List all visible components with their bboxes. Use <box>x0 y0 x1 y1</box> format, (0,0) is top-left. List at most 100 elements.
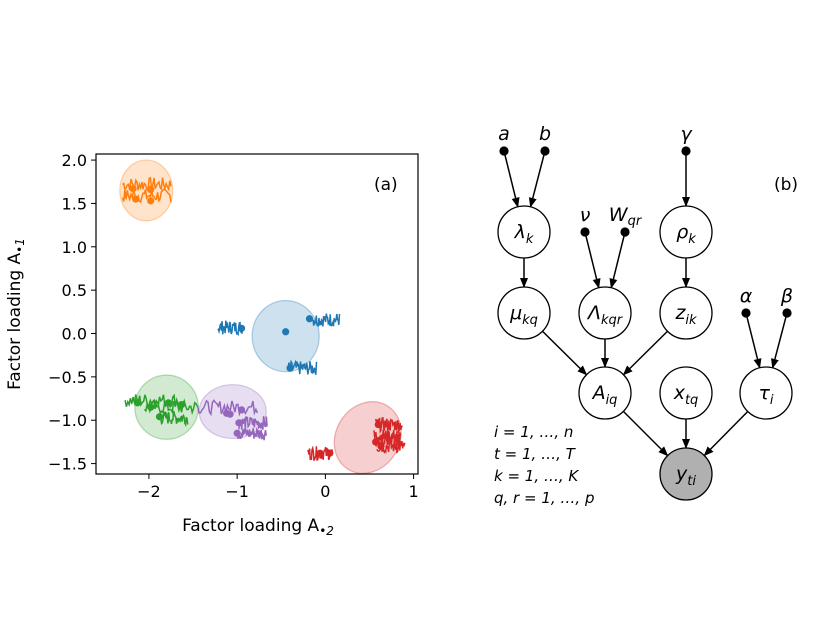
node-mu: μkq <box>497 286 551 340</box>
trajectory-line <box>237 426 268 441</box>
node-circle <box>659 286 713 340</box>
node-circle <box>497 286 551 340</box>
data-point <box>147 197 155 205</box>
edge-a-lambda <box>504 154 520 208</box>
node-label: Aiq <box>591 382 618 408</box>
data-point <box>132 195 140 203</box>
hyperparameter-W: Wqr <box>609 204 643 237</box>
node-circle <box>739 366 793 420</box>
node-label: τi <box>758 382 773 408</box>
y-tick-label: 0.5 <box>62 281 87 300</box>
hyperparameter-dot <box>540 146 550 156</box>
data-point <box>133 399 142 407</box>
node-label: zik <box>674 302 697 328</box>
node-label: μkq <box>509 302 538 328</box>
data-point <box>237 406 246 414</box>
y-ticks: 2.0 1.5 1.0 0.5 0.0 −0.5 −1.0 −1.5 <box>48 151 96 474</box>
hyperparameter-dot <box>499 146 509 156</box>
x-tick-label: −1 <box>225 482 249 501</box>
x-ticks: −2 −1 0 1 <box>137 474 419 501</box>
hyperparameters-layer: a b γ ν Wqr α β <box>498 123 793 318</box>
nodes-layer: λk ρk μkq Λkqr zik Aiq xtq τi yti <box>497 205 793 501</box>
hyperparameter-label: Wqr <box>609 204 643 229</box>
panel-b-label: (b) <box>774 175 798 195</box>
index-ranges: i = 1, …, n t = 1, …, T k = 1, …, K q, r… <box>494 423 594 507</box>
node-circle <box>497 205 551 259</box>
node-label: ρk <box>676 221 696 247</box>
y-tick-label: 0.0 <box>62 325 87 344</box>
data-point <box>226 410 234 418</box>
node-circle <box>659 447 713 501</box>
y-axis-label: Factor loading A•1 <box>5 238 27 390</box>
y-tick-label: −1.0 <box>48 411 87 430</box>
hyperparameter-alpha: α <box>740 285 753 318</box>
hyperparameter-label: γ <box>680 123 693 145</box>
node-label: Λkqr <box>586 302 624 328</box>
y-tick-label: −1.5 <box>48 455 87 474</box>
edge-mu-A <box>541 330 588 376</box>
hyperparameter-nu: ν <box>580 204 591 237</box>
hyperparameter-dot <box>681 146 691 156</box>
data-point <box>374 420 382 429</box>
cluster <box>217 299 341 375</box>
hyperparameter-b: b <box>539 123 551 156</box>
scatter-panel: −2 −1 0 1 2.0 1.5 1.0 0.5 0.0 −0.5 −1.0 −1.5 (a) F… <box>5 151 419 538</box>
data-point <box>377 442 385 450</box>
data-point <box>282 328 290 336</box>
plot-frame <box>95 153 419 475</box>
hyperparameter-label: ν <box>580 204 591 226</box>
cluster <box>196 384 268 441</box>
node-label: λk <box>514 221 534 247</box>
data-point <box>164 399 172 407</box>
node-circle <box>578 286 632 340</box>
hyperparameter-dot <box>580 227 590 237</box>
y-tick-label: 1.0 <box>62 238 87 257</box>
node-A: Aiq <box>578 366 632 420</box>
hyperparameter-gamma: γ <box>680 123 693 156</box>
edge-A-y <box>622 410 669 457</box>
hyperparameter-dot <box>741 308 751 318</box>
hyperparameter-dot <box>620 227 630 237</box>
trajectory-line <box>312 313 341 327</box>
cluster <box>124 374 199 440</box>
hyperparameter-label: b <box>539 123 551 145</box>
data-point <box>155 413 164 421</box>
data-point <box>372 438 380 446</box>
node-tau: τi <box>739 366 793 420</box>
data-point <box>129 185 137 193</box>
edges-layer <box>504 154 787 457</box>
data-point <box>147 403 155 411</box>
hyperparameter-label: α <box>740 285 753 307</box>
data-point <box>286 364 294 372</box>
trajectory-line <box>196 399 259 417</box>
data-point <box>237 324 246 332</box>
trajectory-line <box>143 398 199 416</box>
index-range-t: t = 1, …, T <box>494 445 577 463</box>
data-point <box>233 429 241 437</box>
hyperparameter-label: a <box>498 123 510 145</box>
node-circle <box>659 205 713 259</box>
cluster <box>119 159 174 222</box>
y-tick-label: −0.5 <box>48 368 87 387</box>
hyperparameter-beta: β <box>780 285 793 318</box>
cluster-ellipse <box>251 299 320 373</box>
edge-b-lambda <box>528 154 545 208</box>
cluster <box>307 401 406 475</box>
trajectory-line <box>217 320 244 337</box>
hyperparameter-a: a <box>498 123 510 156</box>
data-point <box>326 449 334 457</box>
node-circle <box>578 366 632 420</box>
y-tick-label: 1.5 <box>62 194 87 213</box>
data-point <box>177 401 186 409</box>
edge-nu-Lambda <box>585 235 601 289</box>
trajectory-line <box>238 416 268 430</box>
node-label: yti <box>675 463 696 489</box>
data-point <box>147 185 155 194</box>
node-rho: ρk <box>659 205 713 259</box>
data-point <box>305 315 314 323</box>
index-range-i: i = 1, …, n <box>494 423 573 441</box>
y-tick-label: 2.0 <box>62 151 87 170</box>
edge-alpha-tau <box>746 316 762 369</box>
